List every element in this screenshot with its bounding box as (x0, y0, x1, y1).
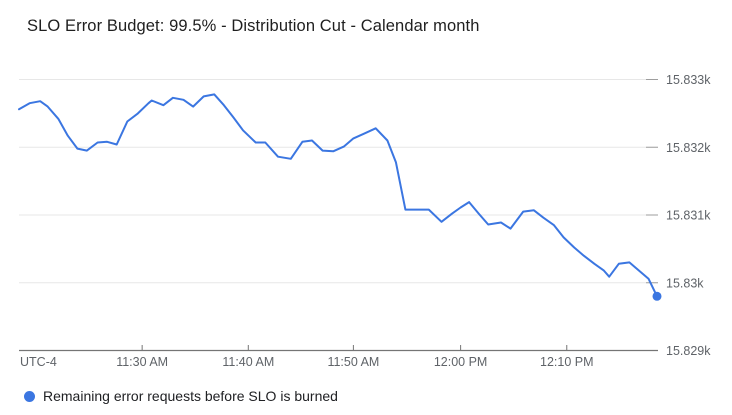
x-tick-label: 11:50 AM (327, 355, 379, 369)
x-tick-label: 11:40 AM (222, 355, 274, 369)
timezone-label: UTC-4 (20, 355, 57, 369)
series-line (18, 93, 658, 298)
y-tick-label: 15.83k (666, 276, 704, 290)
x-tick-label: 12:10 PM (540, 355, 594, 369)
legend-series-marker-icon (24, 390, 35, 402)
y-tick-label: 15.833k (666, 73, 711, 87)
x-tick-label: 12:00 PM (434, 355, 488, 369)
y-tick-label: 15.829k (666, 344, 711, 358)
legend: Remaining error requests before SLO is b… (24, 388, 338, 404)
y-tick-label: 15.831k (666, 209, 711, 223)
chart-title: SLO Error Budget: 99.5% - Distribution C… (27, 17, 480, 35)
y-tick-label: 15.832k (666, 141, 711, 155)
legend-series-label: Remaining error requests before SLO is b… (43, 388, 338, 404)
x-tick-label: 11:30 AM (116, 355, 168, 369)
series-endpoint-dot (652, 291, 662, 301)
